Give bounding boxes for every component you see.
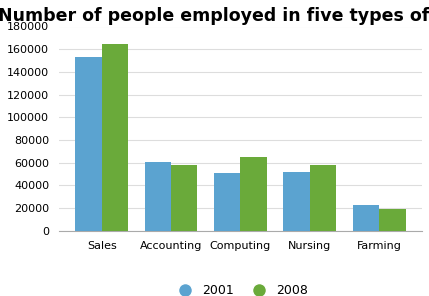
Title: Number of people employed in five types of work: Number of people employed in five types … xyxy=(0,7,429,25)
Bar xyxy=(284,172,310,231)
Bar xyxy=(102,44,128,231)
Bar xyxy=(171,165,197,231)
Bar xyxy=(379,209,405,231)
Bar xyxy=(145,162,171,231)
Legend: 2001, 2008: 2001, 2008 xyxy=(167,279,314,296)
Bar xyxy=(76,57,102,231)
Bar xyxy=(240,157,267,231)
Bar xyxy=(214,173,240,231)
Bar xyxy=(353,205,379,231)
Bar xyxy=(310,165,336,231)
